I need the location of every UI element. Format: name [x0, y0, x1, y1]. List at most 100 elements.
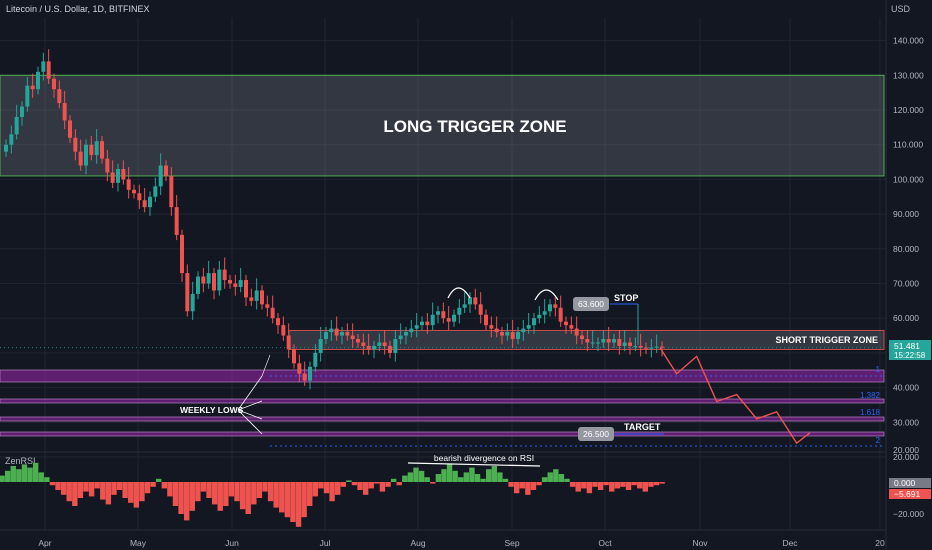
- rsi-bar: [161, 482, 168, 489]
- candle-body: [30, 85, 35, 90]
- candle-body: [238, 280, 243, 287]
- rsi-bar: [625, 482, 632, 490]
- last-price-value: 51.481: [894, 341, 920, 351]
- candle-body: [132, 189, 136, 194]
- rsi-bar: [77, 482, 84, 498]
- candle-body: [601, 339, 606, 343]
- time-tick-label: Jul: [320, 538, 331, 548]
- time-tick-label: 20: [875, 538, 885, 548]
- rsi-bar: [16, 469, 22, 482]
- rsi-bar: [239, 482, 246, 510]
- rsi-bar: [592, 482, 598, 487]
- candle-body: [14, 116, 19, 135]
- rsi-bar: [32, 462, 39, 482]
- candle-body: [532, 318, 536, 326]
- time-tick-label: Aug: [410, 538, 425, 548]
- rsi-value-b: −5.691: [894, 489, 921, 499]
- time-tick-label: Oct: [598, 538, 612, 548]
- rsi-bar: [111, 482, 117, 495]
- rsi-tick-label: 20.000: [893, 445, 919, 455]
- fib-band-target: [0, 431, 885, 437]
- long-trigger-zone: [0, 74, 885, 177]
- candle-body: [73, 137, 78, 152]
- fib-band-1382: [0, 398, 885, 404]
- rsi-bar: [541, 477, 548, 482]
- rsi-bar: [368, 482, 374, 489]
- candle-body: [420, 321, 424, 326]
- fib-label-1618: 1.618: [860, 408, 881, 417]
- rsi-bar: [133, 482, 140, 508]
- candle-body: [430, 314, 435, 326]
- rsi-bar: [463, 472, 470, 482]
- rsi-bar: [536, 482, 542, 486]
- rsi-bar: [307, 482, 313, 506]
- candle-body: [596, 342, 600, 344]
- candle-body: [142, 200, 147, 208]
- candle-body: [649, 347, 654, 349]
- rsi-bar: [435, 474, 442, 482]
- rsi-bar: [312, 482, 319, 497]
- rsi-bar: [329, 482, 335, 502]
- price-tick-label: 110.000: [893, 140, 923, 150]
- candle-body: [580, 335, 584, 340]
- candle-body: [372, 345, 376, 350]
- rsi-bar: [284, 482, 291, 518]
- weekly-low-arrow: [237, 409, 263, 420]
- rsi-bar: [245, 482, 251, 514]
- rsi-bar: [452, 470, 458, 482]
- candle-body: [201, 276, 206, 284]
- rsi-bar: [144, 482, 151, 494]
- rsi-bar: [430, 482, 436, 484]
- rsi-bar: [273, 482, 279, 508]
- stop-price-tag: [573, 297, 609, 311]
- candle-body: [110, 172, 115, 183]
- rsi-bar: [586, 482, 593, 494]
- candle-body: [622, 342, 627, 346]
- rsi-bar: [251, 482, 257, 505]
- rsi-bar: [100, 482, 106, 500]
- stop-label: STOP: [614, 293, 638, 303]
- time-tick-label: Sep: [504, 538, 519, 548]
- rsi-bar: [390, 478, 397, 482]
- rsi-bar: [234, 482, 240, 502]
- rsi-bar: [60, 482, 67, 495]
- rsi-bar: [603, 482, 609, 486]
- candle-body: [281, 325, 286, 336]
- weekly-low-arrow: [237, 409, 263, 435]
- rsi-bar: [88, 482, 95, 497]
- candle-body: [89, 144, 94, 156]
- rsi-bar: [195, 482, 201, 502]
- rsi-bar: [10, 466, 16, 482]
- rsi-bar: [183, 482, 190, 521]
- rsi-bar: [49, 482, 56, 486]
- rsi-bar: [508, 482, 514, 487]
- price-tick-label: 70.000: [893, 279, 919, 289]
- rsi-tag-a: [889, 478, 931, 488]
- rsi-bar: [597, 482, 604, 490]
- rsi-bar: [189, 482, 195, 511]
- candle-body: [212, 273, 216, 291]
- currency-label: USD: [890, 4, 910, 14]
- candle-body: [84, 144, 88, 166]
- candle-body: [425, 321, 430, 326]
- candle-body: [505, 332, 510, 336]
- rsi-bar: [167, 482, 173, 497]
- weekly-low-arrow: [261, 354, 271, 377]
- candle-body: [270, 307, 275, 319]
- candle-body: [564, 321, 568, 326]
- indicator-label: ZenRSI: [5, 456, 36, 466]
- fib-label-1: 1: [876, 365, 881, 374]
- candle-body: [100, 141, 104, 159]
- candle-body: [244, 280, 248, 298]
- rsi-bar: [301, 482, 307, 518]
- rsi-bar: [267, 482, 274, 502]
- candle-body: [302, 373, 307, 381]
- candle-body: [324, 332, 328, 340]
- rsi-bar: [513, 482, 520, 494]
- rsi-bar: [83, 482, 89, 492]
- candle-body: [137, 193, 142, 201]
- rsi-bar: [172, 482, 179, 506]
- target-price-tag: [578, 427, 614, 441]
- candle-body: [462, 304, 467, 308]
